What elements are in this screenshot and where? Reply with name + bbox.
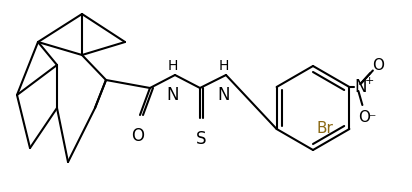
Text: O: O bbox=[358, 109, 370, 124]
Text: S: S bbox=[196, 130, 206, 148]
Text: N: N bbox=[167, 86, 179, 104]
Text: H: H bbox=[168, 59, 178, 73]
Text: N: N bbox=[354, 78, 367, 96]
Text: O: O bbox=[131, 127, 145, 145]
Text: O: O bbox=[372, 57, 384, 73]
Text: +: + bbox=[364, 76, 374, 86]
Text: ⁻: ⁻ bbox=[368, 112, 376, 126]
Text: N: N bbox=[218, 86, 230, 104]
Text: Br: Br bbox=[317, 121, 334, 136]
Text: H: H bbox=[219, 59, 229, 73]
